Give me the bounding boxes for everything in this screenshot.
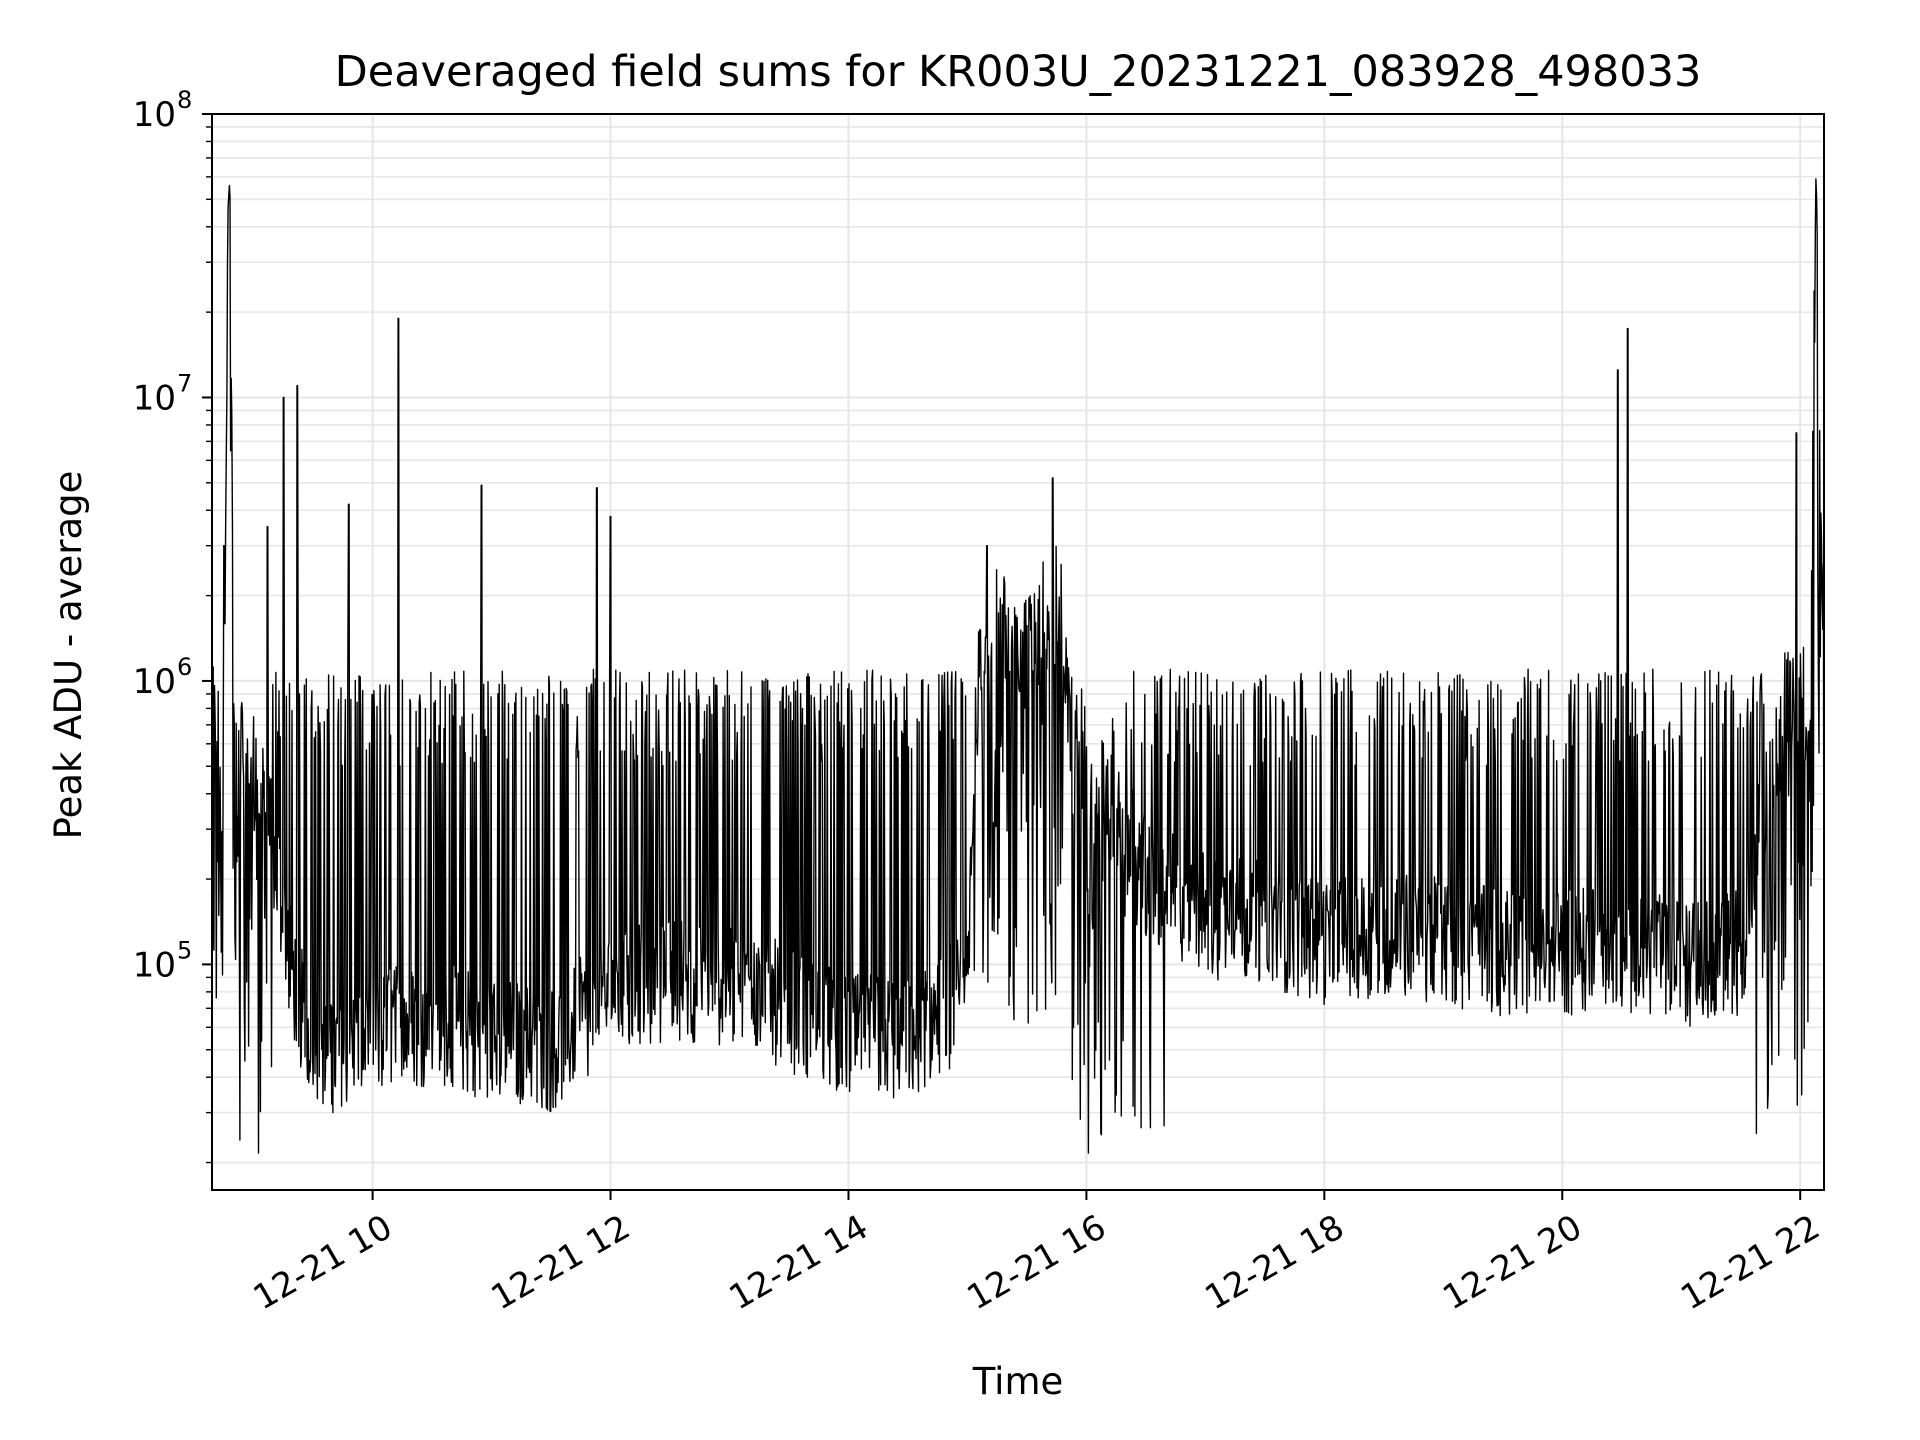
y-tick-exponent: 6 [177, 653, 192, 681]
y-tick-label: 10 [133, 662, 176, 702]
y-tick-label: 10 [133, 945, 176, 985]
chart-title: Deaveraged field sums for KR003U_2023122… [335, 47, 1702, 97]
x-axis-label: Time [972, 1360, 1064, 1403]
data-layer [211, 178, 1825, 1154]
y-tick-exponent: 8 [177, 86, 192, 114]
y-tick-exponent: 7 [177, 369, 192, 397]
y-axis-label: Peak ADU - average [47, 471, 90, 840]
plot-frame [211, 113, 1825, 1191]
series-line [211, 178, 1825, 1154]
y-tick-label: 10 [133, 95, 176, 135]
y-tick-label: 10 [133, 378, 176, 418]
y-tick-exponent: 5 [177, 936, 192, 964]
